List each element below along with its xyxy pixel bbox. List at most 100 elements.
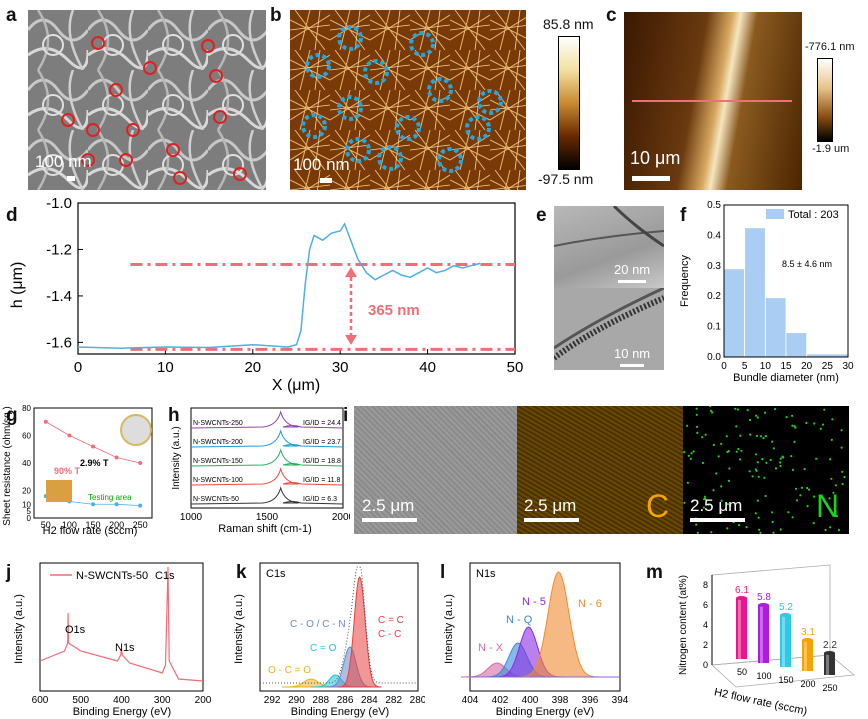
chart-k-xtick-label: 290	[288, 695, 305, 706]
eds-nitrogen-dot	[763, 411, 767, 414]
colorbar-b-max: 85.8 nm	[543, 16, 594, 32]
chart-l-frame	[469, 562, 621, 692]
chart-g-xtick-label: 250	[133, 520, 148, 530]
scale-bar-i2	[524, 518, 579, 522]
eds-nitrogen-dot	[709, 406, 712, 408]
eds-nitrogen-dot	[830, 438, 833, 441]
chart-f-xtick-label: 30	[842, 361, 854, 372]
eds-nitrogen-dot	[765, 461, 768, 464]
panel-label-j: j	[6, 562, 12, 583]
eds-nitrogen-dot	[709, 409, 713, 412]
afm-marker-circle	[465, 115, 491, 141]
colorbar-c-max: -776.1 nm	[805, 41, 855, 53]
chart-h-series	[190, 429, 344, 448]
chart-m-bar-highlight	[782, 615, 785, 667]
chart-l-xtick-label: 402	[492, 695, 509, 706]
chart-m-bar-top	[758, 603, 769, 607]
eds-nitrogen-dot	[779, 461, 782, 464]
chart-d-arrow-down	[345, 335, 357, 345]
chart-f-xtick-label: 10	[760, 361, 772, 372]
afm-marker-circle	[409, 31, 435, 57]
eds-nitrogen-label: N	[816, 488, 840, 524]
chart-m-bar-top	[824, 651, 835, 655]
chart-d-ylabel: h (μm)	[9, 262, 26, 309]
chart-k-lab4: C = O	[310, 643, 337, 654]
eds-nitrogen-dot	[735, 425, 738, 428]
panel-label-i: i	[343, 405, 349, 426]
eds-nitrogen-dot	[763, 476, 766, 479]
chart-k-ylabel: Intensity (a.u.)	[233, 594, 245, 664]
chart-f-xtick-label: 0	[721, 361, 727, 372]
chart-g-ytick-label: 5	[27, 507, 32, 516]
chart-d-ytick-label: -1.0	[46, 195, 72, 212]
chart-g-inset-device	[46, 480, 72, 502]
chart-h-series-name: N-SWCNTs-200	[193, 439, 243, 446]
eds-nitrogen-dot	[702, 506, 705, 509]
chart-f-annotation: 8.5 ± 4.6 nm	[782, 259, 832, 269]
eds-nitrogen-dot	[720, 485, 723, 488]
eds-nitrogen-dot	[740, 449, 743, 452]
chart-k-peak-cc	[337, 576, 382, 688]
chart-g-inset-wafer	[120, 414, 152, 446]
chart-g-t1: 90% T	[54, 466, 81, 476]
eds-nitrogen-dot	[701, 461, 705, 464]
chart-g-xlabel: H2 flow rate (sccm)	[43, 525, 138, 537]
eds-nitrogen-dot	[813, 495, 816, 498]
eds-nitrogen-dot	[726, 503, 729, 506]
chart-l-xtick-label: 394	[612, 695, 629, 706]
chart-f-bar	[785, 332, 808, 358]
chart-j-frame	[39, 562, 204, 692]
eds-nitrogen-dot	[704, 497, 707, 500]
chart-g-series-line	[45, 421, 141, 464]
chart-m-bar-highlight	[804, 640, 807, 671]
panel-label-c: c	[606, 5, 617, 26]
eds-nitrogen-dot	[785, 416, 788, 419]
sem-marker-circle	[166, 143, 180, 157]
chart-k-xtick-label: 288	[312, 695, 329, 706]
eds-nitrogen-dot	[737, 447, 740, 451]
profile-line	[632, 100, 792, 102]
eds-nitrogen-dot	[795, 499, 798, 502]
eds-nitrogen-dot	[683, 451, 686, 454]
chart-k-xtick-label: 292	[264, 695, 281, 706]
chart-h-series-ratio: IG/ID = 23.7	[303, 439, 341, 446]
eds-nitrogen-dot	[728, 467, 731, 470]
chart-f-xlabel: Bundle diameter (nm)	[733, 372, 839, 384]
chart-m-bar	[780, 615, 791, 667]
chart-m-ytick-label: 2	[703, 640, 708, 650]
chart-d-xtick-label: 50	[507, 359, 524, 376]
eds-nitrogen-dot	[828, 497, 831, 500]
chart-d-xtick-label: 30	[332, 359, 349, 376]
chart-h-series	[190, 448, 344, 467]
chart-h-series-name: N-SWCNTs-100	[193, 477, 243, 484]
chart-j-peak-c1s: C1s	[155, 570, 175, 582]
panel-label-f: f	[680, 205, 687, 226]
eds-nitrogen-dot	[771, 511, 774, 514]
chart-k-lab5: O - C = O	[268, 665, 311, 676]
sem-marker-circle	[143, 61, 157, 75]
eds-nitrogen-dot	[683, 501, 686, 504]
panel-label-a: a	[6, 5, 17, 26]
sem-marker-circle	[61, 113, 75, 127]
eds-nitrogen-dot	[701, 436, 704, 439]
chart-m-xtick-label: 50	[737, 667, 747, 677]
afm-marker-circle	[337, 95, 363, 121]
chart-d-ytick-label: -1.6	[46, 334, 72, 351]
chart-k-xtick-label: 282	[385, 695, 402, 706]
eds-sem-image	[354, 406, 517, 534]
chart-k-envelope	[260, 566, 417, 684]
afm-marker-circle	[477, 89, 503, 115]
chart-d-xtick-label: 20	[244, 359, 261, 376]
chart-f-xtick-label: 5	[742, 361, 748, 372]
eds-nitrogen-dot	[704, 433, 707, 436]
eds-nitrogen-dot	[779, 528, 782, 531]
chart-f-legend: Total : 203	[788, 209, 839, 221]
eds-nitrogen-dot	[711, 411, 714, 414]
chart-m-bar-top	[736, 596, 747, 600]
eds-nitrogen-dot	[803, 467, 806, 471]
eds-nitrogen-dot	[686, 424, 689, 427]
eds-nitrogen-dot	[689, 457, 692, 460]
eds-nitrogen-dot	[769, 458, 772, 462]
eds-nitrogen-dot	[739, 434, 742, 437]
